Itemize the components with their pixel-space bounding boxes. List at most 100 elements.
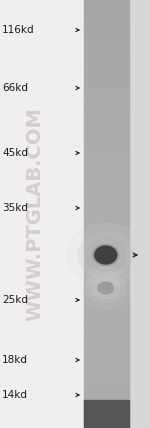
Bar bbox=[84, 38, 129, 39]
Bar bbox=[84, 417, 129, 419]
Ellipse shape bbox=[67, 223, 144, 286]
Text: 25kd: 25kd bbox=[2, 295, 28, 305]
Bar bbox=[84, 357, 129, 359]
Bar bbox=[84, 110, 129, 111]
Bar bbox=[84, 130, 129, 131]
Bar bbox=[84, 169, 129, 170]
Bar bbox=[84, 34, 129, 36]
Bar bbox=[84, 60, 129, 61]
Bar bbox=[84, 321, 129, 322]
Bar bbox=[84, 263, 129, 265]
Bar bbox=[84, 54, 129, 55]
Bar bbox=[84, 76, 129, 77]
Bar bbox=[84, 307, 129, 308]
Bar bbox=[84, 325, 129, 327]
Bar bbox=[84, 139, 129, 140]
Bar bbox=[84, 107, 129, 108]
Bar bbox=[84, 149, 129, 150]
Bar bbox=[84, 240, 129, 241]
Bar bbox=[84, 3, 129, 4]
Bar bbox=[0, 0, 84, 428]
Bar bbox=[84, 121, 129, 122]
Bar bbox=[84, 329, 129, 330]
Bar bbox=[84, 322, 129, 323]
Bar bbox=[84, 262, 129, 263]
Bar bbox=[84, 425, 129, 426]
Bar bbox=[84, 62, 129, 63]
Bar bbox=[84, 317, 129, 318]
Bar bbox=[84, 158, 129, 160]
Bar bbox=[84, 90, 129, 91]
Bar bbox=[84, 101, 129, 102]
Bar bbox=[84, 225, 129, 226]
Bar bbox=[84, 39, 129, 40]
Bar bbox=[84, 190, 129, 192]
Bar bbox=[84, 273, 129, 274]
Bar bbox=[84, 403, 129, 404]
Bar bbox=[84, 400, 129, 428]
Bar bbox=[84, 197, 129, 198]
Bar bbox=[84, 276, 129, 277]
Bar bbox=[84, 170, 129, 171]
Bar bbox=[84, 132, 129, 133]
Bar bbox=[84, 162, 129, 163]
Bar bbox=[84, 316, 129, 317]
Bar bbox=[84, 272, 129, 273]
Bar bbox=[84, 207, 129, 208]
Bar bbox=[84, 131, 129, 132]
Bar bbox=[84, 302, 129, 303]
Bar bbox=[84, 117, 129, 118]
Bar bbox=[84, 133, 129, 134]
Bar bbox=[84, 81, 129, 83]
Bar bbox=[84, 104, 129, 105]
Bar bbox=[84, 265, 129, 266]
Bar bbox=[84, 365, 129, 366]
Bar bbox=[84, 407, 129, 409]
Bar bbox=[84, 405, 129, 407]
Bar bbox=[84, 186, 129, 187]
Bar bbox=[84, 10, 129, 11]
Bar bbox=[84, 287, 129, 288]
Bar bbox=[84, 340, 129, 342]
Bar bbox=[84, 319, 129, 320]
Bar bbox=[84, 146, 129, 147]
Bar bbox=[84, 164, 129, 165]
Bar bbox=[84, 14, 129, 15]
Bar bbox=[84, 266, 129, 268]
Bar bbox=[84, 381, 129, 382]
Bar bbox=[84, 342, 129, 344]
Bar bbox=[84, 171, 129, 172]
Bar bbox=[84, 258, 129, 259]
Bar bbox=[84, 235, 129, 237]
Bar bbox=[84, 257, 129, 258]
Bar bbox=[84, 260, 129, 261]
Bar bbox=[84, 168, 129, 169]
Text: WWW.PTGLAB.COM: WWW.PTGLAB.COM bbox=[26, 107, 45, 321]
Bar bbox=[84, 285, 129, 286]
Bar bbox=[84, 387, 129, 389]
Bar bbox=[84, 16, 129, 17]
Bar bbox=[84, 49, 129, 51]
Bar bbox=[84, 413, 129, 414]
Bar bbox=[84, 187, 129, 188]
Text: 18kd: 18kd bbox=[2, 355, 28, 365]
Text: 14kd: 14kd bbox=[2, 390, 28, 400]
Bar bbox=[84, 269, 129, 270]
Bar bbox=[84, 202, 129, 203]
Bar bbox=[84, 397, 129, 398]
Bar bbox=[84, 213, 129, 214]
Ellipse shape bbox=[86, 239, 126, 271]
Bar bbox=[84, 27, 129, 28]
Bar bbox=[84, 105, 129, 106]
Bar bbox=[84, 51, 129, 53]
Bar bbox=[84, 165, 129, 166]
Bar bbox=[84, 332, 129, 333]
Bar bbox=[84, 362, 129, 363]
Bar bbox=[84, 394, 129, 395]
Bar bbox=[84, 47, 129, 48]
Bar bbox=[84, 25, 129, 26]
Ellipse shape bbox=[78, 232, 133, 277]
Bar bbox=[84, 177, 129, 178]
Bar bbox=[84, 354, 129, 355]
Bar bbox=[129, 0, 150, 428]
